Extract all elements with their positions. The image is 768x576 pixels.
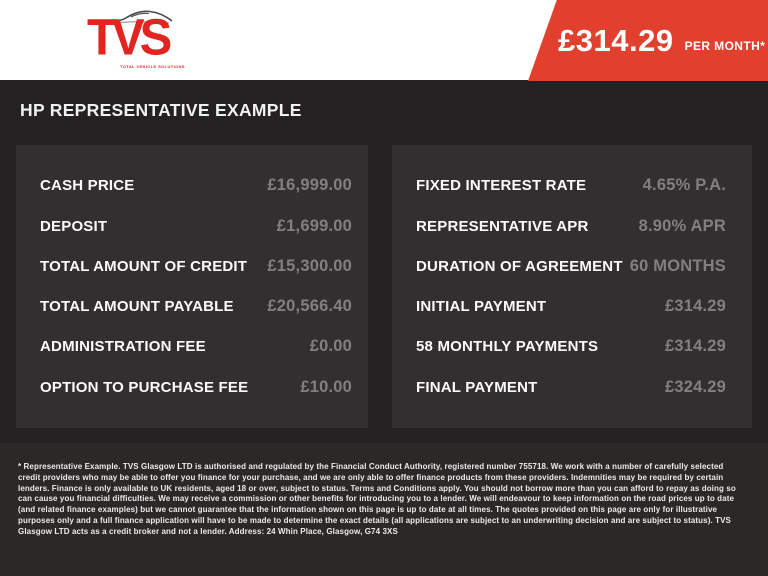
- tvs-logo: TVS TOTAL VEHICLE SOLUTIONS: [85, 6, 191, 74]
- finance-row: FIXED INTEREST RATE 4.65% P.A.: [416, 176, 726, 195]
- finance-value: £16,999.00: [267, 176, 352, 195]
- finance-label: CASH PRICE: [40, 177, 135, 195]
- finance-value: £314.29: [664, 337, 726, 356]
- page-title: HP REPRESENTATIVE EXAMPLE: [20, 99, 302, 120]
- title-bar: HP REPRESENTATIVE EXAMPLE: [0, 80, 768, 140]
- finance-row: 58 MONTHLY PAYMENTS £314.29: [416, 337, 726, 356]
- finance-value: £0.00: [309, 337, 352, 356]
- finance-value: 60 MONTHS: [629, 256, 726, 275]
- finance-label: FIXED INTEREST RATE: [416, 177, 587, 195]
- finance-label: DURATION OF AGREEMENT: [416, 257, 623, 275]
- finance-label: 58 MONTHLY PAYMENTS: [416, 338, 599, 356]
- finance-row: REPRESENTATIVE APR 8.90% APR: [416, 217, 726, 236]
- finance-label: REPRESENTATIVE APR: [416, 217, 589, 235]
- logo-tagline: TOTAL VEHICLE SOLUTIONS: [120, 64, 185, 69]
- finance-label: OPTION TO PURCHASE FEE: [40, 378, 249, 396]
- finance-label: TOTAL AMOUNT PAYABLE: [40, 298, 234, 316]
- per-month-label: PER MONTH*: [684, 38, 766, 53]
- finance-value: £1,699.00: [276, 216, 352, 235]
- price-ribbon: £314.29 PER MONTH*: [528, 0, 768, 81]
- finance-value: 4.65% P.A.: [642, 176, 726, 195]
- finance-row: FINAL PAYMENT £324.29: [416, 378, 726, 397]
- finance-row: DEPOSIT £1,699.00: [40, 217, 352, 236]
- finance-row: CASH PRICE £16,999.00: [40, 176, 352, 195]
- finance-row: INITIAL PAYMENT £314.29: [416, 297, 726, 316]
- logo-wordmark: TVS: [87, 9, 172, 67]
- disclaimer-footer: * Representative Example. TVS Glasgow LT…: [0, 443, 768, 576]
- finance-value: 8.90% APR: [638, 216, 726, 235]
- finance-panel-right: FIXED INTEREST RATE 4.65% P.A. REPRESENT…: [392, 145, 752, 428]
- car-swoosh-icon: [109, 10, 173, 24]
- finance-row: TOTAL AMOUNT OF CREDIT £15,300.00: [40, 257, 352, 276]
- finance-row: OPTION TO PURCHASE FEE £10.00: [40, 378, 352, 397]
- finance-value: £20,566.40: [267, 297, 352, 316]
- finance-value: £324.29: [664, 377, 726, 396]
- finance-row: ADMINISTRATION FEE £0.00: [40, 337, 352, 356]
- finance-label: FINAL PAYMENT: [416, 378, 538, 396]
- finance-label: DEPOSIT: [40, 217, 108, 235]
- finance-label: ADMINISTRATION FEE: [40, 338, 206, 356]
- finance-label: INITIAL PAYMENT: [416, 298, 547, 316]
- finance-value: £10.00: [300, 377, 352, 396]
- monthly-price: £314.29: [558, 22, 674, 58]
- finance-panel-left: CASH PRICE £16,999.00 DEPOSIT £1,699.00 …: [16, 145, 368, 428]
- finance-panels: CASH PRICE £16,999.00 DEPOSIT £1,699.00 …: [0, 140, 768, 443]
- finance-value: £15,300.00: [267, 256, 352, 275]
- finance-label: TOTAL AMOUNT OF CREDIT: [40, 257, 248, 275]
- finance-value: £314.29: [664, 297, 726, 316]
- finance-row: DURATION OF AGREEMENT 60 MONTHS: [416, 257, 726, 276]
- finance-row: TOTAL AMOUNT PAYABLE £20,566.40: [40, 297, 352, 316]
- top-header: TVS TOTAL VEHICLE SOLUTIONS £314.29 PER …: [0, 0, 768, 81]
- disclaimer-text: * Representative Example. TVS Glasgow LT…: [18, 462, 736, 536]
